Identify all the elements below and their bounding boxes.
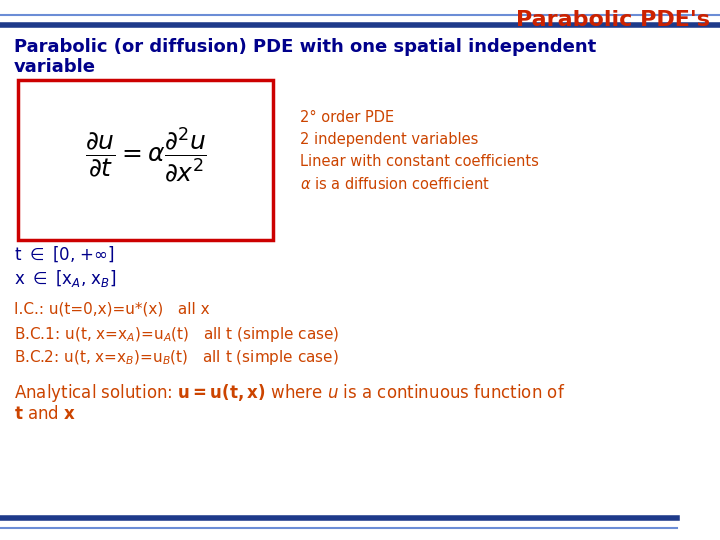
Text: Parabolic PDE's: Parabolic PDE's (516, 10, 710, 30)
Text: $\alpha$ is a diffusion coefficient: $\alpha$ is a diffusion coefficient (300, 176, 490, 192)
Text: Analytical solution: $\mathbf{u=u(t,x)}$ where $\mathit{u}$ is a continuous func: Analytical solution: $\mathbf{u=u(t,x)}$… (14, 382, 565, 404)
Text: variable: variable (14, 58, 96, 76)
Text: Parabolic (or diffusion) PDE with one spatial independent: Parabolic (or diffusion) PDE with one sp… (14, 38, 596, 56)
Bar (18, 80, 273, 240)
Text: $\mathbf{t}$ and $\mathbf{x}$: $\mathbf{t}$ and $\mathbf{x}$ (14, 405, 76, 423)
Text: B.C.1: u(t, x=x$_A$)=u$_A$(t)   all t (simple case): B.C.1: u(t, x=x$_A$)=u$_A$(t) all t (sim… (14, 325, 340, 344)
Text: I.C.: u(t=0,x)=u*(x)   all x: I.C.: u(t=0,x)=u*(x) all x (14, 302, 210, 317)
Text: $\dfrac{\partial u}{\partial t} = \alpha \dfrac{\partial^2 u}{\partial x^2}$: $\dfrac{\partial u}{\partial t} = \alpha… (84, 126, 207, 184)
Text: Linear with constant coefficients: Linear with constant coefficients (300, 154, 539, 169)
Text: 2° order PDE: 2° order PDE (300, 110, 394, 125)
Text: 2 independent variables: 2 independent variables (300, 132, 478, 147)
Text: B.C.2: u(t, x=x$_B$)=u$_B$(t)   all t (simple case): B.C.2: u(t, x=x$_B$)=u$_B$(t) all t (sim… (14, 348, 338, 367)
Text: x $\in$ [x$_A$, x$_B$]: x $\in$ [x$_A$, x$_B$] (14, 268, 117, 289)
Text: t $\in$ [0, +$\infty$]: t $\in$ [0, +$\infty$] (14, 244, 114, 264)
